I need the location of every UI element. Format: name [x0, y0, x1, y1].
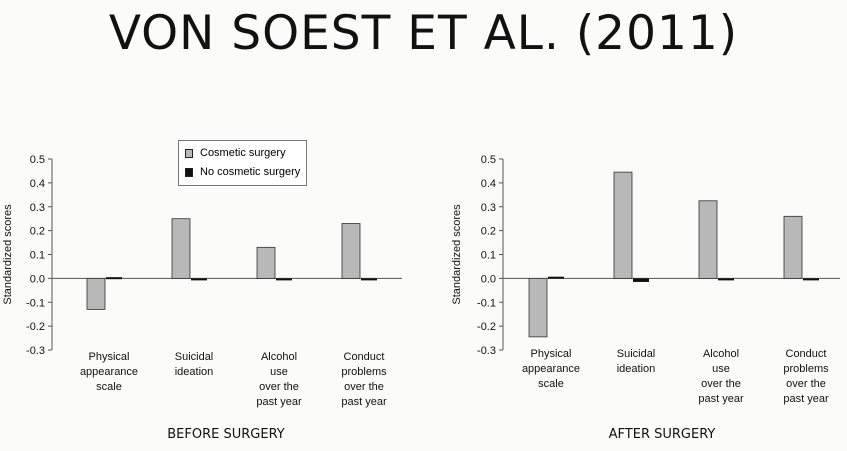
- panel-label-before: BEFORE SURGERY: [167, 427, 285, 442]
- after-x-label-0: appearance: [522, 363, 580, 375]
- after-bar-cosmetic-0: [528, 277, 548, 338]
- before-y-tick-label: 0.2: [30, 226, 45, 238]
- before-y-tick-label: 0.4: [30, 178, 45, 190]
- after-y-tick-label: -0.3: [477, 345, 496, 357]
- chart-legend: Cosmetic surgery No cosmetic surgery: [178, 140, 308, 186]
- before-x-label-3: problems: [341, 366, 387, 378]
- after-y-tick-label: 0.3: [481, 202, 496, 214]
- after-x-label-3: over the: [786, 378, 826, 390]
- before-y-axis-label: Standardized scores: [2, 204, 14, 305]
- before-x-label-3: Conduct: [344, 351, 385, 363]
- before-y-tick-label: -0.1: [26, 297, 45, 309]
- before-y-tick-label: -0.2: [26, 321, 45, 333]
- before-x-label-2: over the: [259, 381, 299, 393]
- after-y-tick-label: 0.2: [481, 226, 496, 238]
- after-y-tick-label: 0.4: [481, 178, 496, 190]
- after-y-tick-label: -0.1: [477, 297, 496, 309]
- before-y-tick-label: 0.5: [30, 154, 45, 166]
- after-x-label-2: over the: [701, 378, 741, 390]
- chart-before-surgery: Standardized scores 0.5 0.4 0.3 0.2 0.1 0.0 -0.…: [2, 154, 402, 408]
- before-x-label-0: appearance: [80, 366, 138, 378]
- before-bar-cosmetic-0: [86, 277, 106, 310]
- legend-swatch-cosmetic: [185, 149, 193, 158]
- before-bar-no-cosmetic-3: [361, 278, 377, 281]
- legend-label-cosmetic: Cosmetic surgery: [200, 147, 286, 159]
- after-bar-no-cosmetic-0: [548, 276, 564, 279]
- after-bar-no-cosmetic-1: [633, 278, 649, 282]
- after-bar-cosmetic-2: [698, 200, 718, 279]
- before-x-label-1: Suicidal: [175, 351, 214, 363]
- after-y-tick-label: 0.5: [481, 154, 496, 166]
- after-x-label-3: Conduct: [786, 348, 827, 360]
- after-x-label-0: Physical: [531, 348, 572, 360]
- legend-label-no-cosmetic: No cosmetic surgery: [200, 166, 301, 178]
- after-x-label-2: past year: [698, 393, 744, 405]
- after-x-label-2: Alcohol: [703, 348, 739, 360]
- before-x-label-3: over the: [344, 381, 384, 393]
- before-bar-no-cosmetic-2: [276, 278, 292, 281]
- before-y-tick-label: 0.3: [30, 202, 45, 214]
- panel-label-after: AFTER SURGERY: [608, 427, 716, 442]
- after-x-label-1: ideation: [617, 363, 656, 375]
- after-x-label-3: problems: [783, 363, 829, 375]
- legend-swatch-no-cosmetic: [185, 168, 193, 177]
- chart-after-surgery: Standardized scores 0.5 0.4 0.3 0.2 0.1 0.0 -0.…: [451, 154, 840, 405]
- after-y-tick-label: 0.0: [481, 273, 496, 285]
- before-y-tick-label: 0.1: [30, 250, 45, 262]
- before-y-tick-label: 0.0: [30, 273, 45, 285]
- legend-item-cosmetic: Cosmetic surgery: [185, 144, 300, 163]
- before-x-label-0: Physical: [89, 351, 130, 363]
- after-y-tick-label: 0.1: [481, 250, 496, 262]
- before-bar-cosmetic-2: [256, 246, 276, 279]
- before-y-tick-label: -0.3: [26, 345, 45, 357]
- after-bar-cosmetic-1: [613, 171, 633, 279]
- after-bar-no-cosmetic-3: [803, 278, 819, 281]
- after-x-label-1: Suicidal: [617, 348, 656, 360]
- before-x-label-3: past year: [341, 396, 387, 408]
- before-x-label-1: ideation: [175, 366, 214, 378]
- after-y-tick-label: -0.2: [477, 321, 496, 333]
- after-bar-no-cosmetic-2: [718, 278, 734, 281]
- before-x-label-2: past year: [256, 396, 302, 408]
- before-bar-cosmetic-1: [171, 218, 191, 279]
- slide-title: VON SOEST ET AL. (2011): [108, 6, 739, 61]
- before-bar-no-cosmetic-0: [106, 277, 122, 280]
- before-bar-no-cosmetic-1: [191, 278, 207, 281]
- after-bar-cosmetic-3: [783, 215, 803, 279]
- after-y-axis-label: Standardized scores: [451, 204, 463, 305]
- after-x-label-2: use: [712, 363, 730, 375]
- before-x-label-2: use: [270, 366, 288, 378]
- before-x-label-0: scale: [96, 381, 122, 393]
- before-bar-cosmetic-3: [341, 223, 361, 279]
- after-x-label-3: past year: [783, 393, 829, 405]
- legend-item-no-cosmetic: No cosmetic surgery: [185, 163, 300, 182]
- before-x-label-2: Alcohol: [261, 351, 297, 363]
- after-x-label-0: scale: [538, 378, 564, 390]
